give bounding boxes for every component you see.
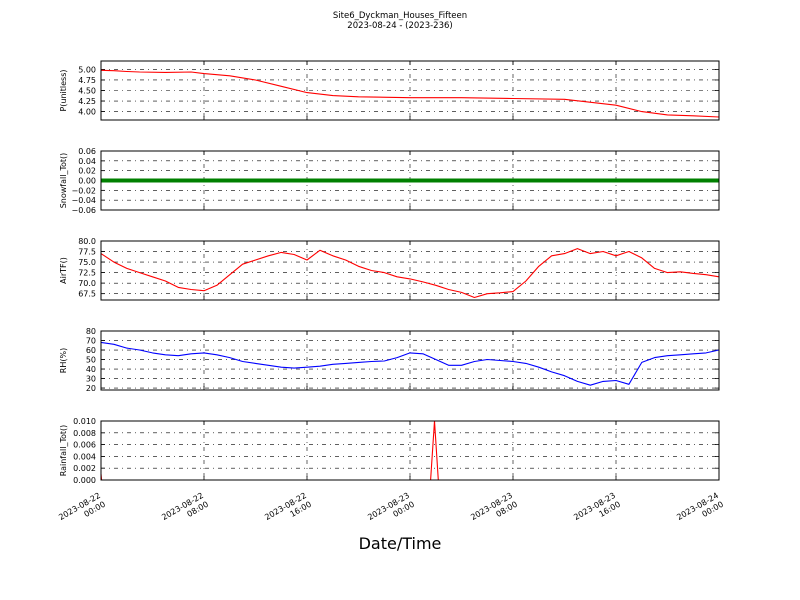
- panel-0-ytick-label: 5.00: [78, 65, 96, 74]
- panel-1-ytick-label: 0.06: [78, 147, 96, 156]
- panel-4-ytick-label: 0.004: [73, 452, 96, 461]
- panel-1-ytick-label: 0.04: [78, 157, 96, 166]
- x-tick-label: 2023-08-2316:00: [572, 491, 622, 531]
- panel-4-ytick-label: 0.000: [73, 476, 96, 485]
- x-tick-label: 2023-08-2300:00: [366, 491, 416, 531]
- panel-1-ytick-label: 0.00: [78, 177, 96, 186]
- x-tick-label: 2023-08-2400:00: [675, 491, 725, 531]
- panel-4-ylabel: Rainfall_Tot(): [59, 425, 68, 477]
- x-tick-label: 2023-08-2216:00: [263, 491, 313, 531]
- panel-0-ytick-label: 4.25: [78, 97, 96, 106]
- panel-0-ytick-label: 4.75: [78, 76, 96, 85]
- panel-3-ytick-label: 60: [86, 346, 96, 355]
- panel-0-frame: [100, 60, 720, 121]
- panel-4-ytick-label: 0.010: [73, 417, 96, 426]
- x-tick-label: 2023-08-2208:00: [160, 491, 210, 531]
- panel-3-ylabel: RH(%): [59, 348, 68, 373]
- panel-2-ytick-label: 77.5: [78, 248, 96, 257]
- x-tick-label: 2023-08-2200:00: [57, 491, 107, 531]
- panel-3-ytick-label: 50: [86, 356, 96, 365]
- panel-2-series-line: [100, 248, 720, 299]
- panel-3-ytick-label: 70: [86, 337, 96, 346]
- panel-4-ytick-label: 0.006: [73, 441, 96, 450]
- panel-1-ytick-label: 0.02: [78, 167, 96, 176]
- panel-1-ytick-label: −0.06: [71, 206, 96, 215]
- panel-3-ytick-label: 30: [86, 375, 96, 384]
- panel-3-series-line: [100, 341, 720, 386]
- x-axis-label: Date/Time: [358, 534, 442, 553]
- panel-4-ytick-label: 0.008: [73, 429, 96, 438]
- panel-2-ytick-label: 67.5: [78, 290, 96, 299]
- panel-1-ylabel: Snowfall_Tot(): [59, 153, 68, 209]
- panel-3-ytick-label: 80: [86, 327, 96, 336]
- panel-4-ytick-label: 0.002: [73, 464, 96, 473]
- panel-1-frame: [100, 150, 720, 211]
- panel-2-ytick-label: 75.0: [78, 258, 96, 267]
- panel-2-ytick-label: 70.0: [78, 279, 96, 288]
- panel-0-series-line: [100, 69, 720, 118]
- panel-3-ytick-label: 40: [86, 365, 96, 374]
- panel-2-frame: [100, 240, 720, 301]
- panel-2-ytick-label: 72.5: [78, 269, 96, 278]
- panel-4-frame: [100, 420, 720, 481]
- panel-0-ylabel: P(unitless): [59, 69, 68, 111]
- panel-0-ytick-label: 4.00: [78, 108, 96, 117]
- panel-3-ytick-label: 20: [86, 384, 96, 393]
- panel-3-frame: [100, 330, 720, 391]
- panel-1-ytick-label: −0.04: [71, 196, 96, 205]
- panel-1-ytick-label: −0.02: [71, 186, 96, 195]
- panel-2-ylabel: AirTF(): [59, 257, 68, 284]
- panel-0-ytick-label: 4.50: [78, 87, 96, 96]
- chart-subtitle: 2023-08-24 - (2023-236): [347, 21, 453, 31]
- chart-title: Site6_Dyckman_Houses_Fifteen: [332, 11, 468, 21]
- x-tick-label: 2023-08-2308:00: [469, 491, 519, 531]
- panel-2-ytick-label: 80.0: [78, 237, 96, 246]
